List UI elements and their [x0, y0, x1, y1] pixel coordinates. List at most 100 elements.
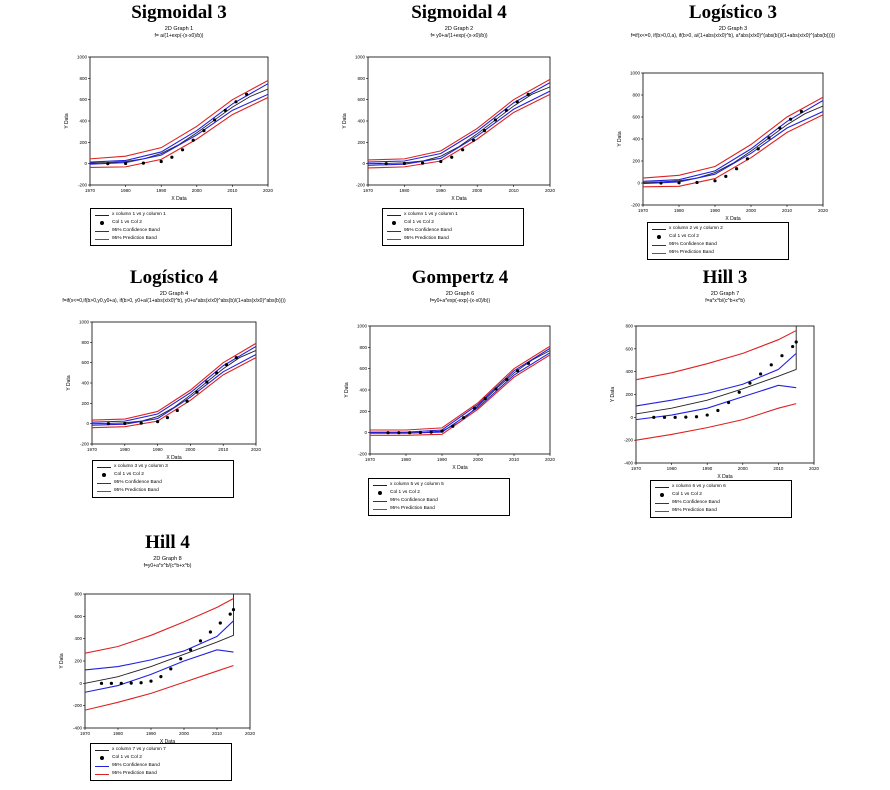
legend-symbol [655, 500, 669, 506]
legend-symbol [373, 498, 387, 504]
data-point [156, 420, 160, 424]
data-point [526, 92, 530, 96]
x-axis-label: X Data [171, 196, 187, 202]
y-tick-label: 0 [637, 181, 640, 186]
y-tick-label: -200 [80, 442, 90, 447]
data-point [482, 129, 487, 133]
data-point [778, 126, 782, 130]
y-axis-label: Y Data [344, 382, 350, 397]
data-point [202, 129, 206, 133]
data-point [195, 390, 199, 394]
legend-symbol [387, 228, 401, 234]
legend-symbol [97, 464, 111, 470]
legend-label: Col 1 vs Col 2 [112, 220, 142, 225]
legend-symbol [655, 484, 669, 490]
legend-symbol [373, 482, 387, 488]
data-point [397, 431, 401, 435]
y-tick-label: 1000 [77, 55, 88, 60]
legend-label: 95% Confidence Band [112, 228, 160, 233]
data-point [99, 681, 104, 685]
chart-plot-sigmoidal-4: 1970 1980 1990 2000 2010 2020 -200 0 200 400 600 80… [342, 55, 556, 203]
legend-label: 95% Prediction Band [404, 236, 449, 241]
data-point [662, 415, 667, 419]
x-tick-label: 1970 [363, 188, 374, 193]
legend-symbol [95, 747, 109, 753]
data-point [421, 161, 425, 165]
legend-label: x column 1 vs y column 1 [112, 212, 166, 217]
y-tick-label: 800 [357, 76, 365, 81]
y-tick-label: 1000 [630, 71, 641, 76]
legend-label: 95% Prediction Band [390, 506, 435, 511]
legend-item: 95% Confidence Band [97, 480, 162, 486]
legend-label: 95% Confidence Band [669, 242, 717, 247]
legend-label: Col 1 vs Col 2 [390, 490, 420, 495]
plot-frame [91, 321, 257, 445]
data-point [231, 608, 236, 612]
chart-title: Hill 4 [145, 532, 190, 553]
legend-item: 95% Confidence Band [95, 228, 160, 234]
chart-title: Gompertz 4 [411, 267, 509, 288]
x-tick-label: 1990 [156, 188, 167, 193]
chart-legend: x column 1 vs y column 1 Col 1 vs Col 2 95… [90, 208, 232, 246]
legend-label: x column 2 vs y column 2 [669, 226, 723, 231]
data-point [759, 372, 763, 376]
legend-symbol [655, 508, 669, 514]
legend-symbol [373, 506, 387, 512]
chart-graph-name: 2D Graph 7 [710, 291, 740, 297]
data-point [185, 399, 189, 403]
legend-item: 95% Prediction Band [652, 250, 714, 256]
legend-symbol [387, 236, 401, 242]
data-point [684, 415, 688, 419]
legend-symbol [652, 234, 666, 240]
data-point [745, 157, 749, 161]
x-tick-label: 1980 [399, 188, 410, 193]
y-tick-label: 600 [74, 614, 82, 619]
y-tick-label: 200 [632, 159, 640, 164]
legend-label: 95% Prediction Band [672, 508, 717, 513]
chart-title: Hill 3 [702, 267, 748, 288]
legend-item: 95% Prediction Band [97, 488, 159, 494]
chart-formula: f=y0+a*exp(-exp(-(x-x0)/b)) [429, 298, 491, 304]
x-tick-label: 1980 [401, 457, 412, 462]
series-line-fit [90, 88, 268, 164]
data-point [472, 406, 476, 410]
series-line-confidence [643, 100, 823, 182]
data-point [724, 174, 728, 178]
legend-item: x column 1 vs y column 1 [387, 212, 458, 218]
data-point [175, 408, 179, 413]
legend-symbol [97, 480, 111, 486]
y-tick-label: 1000 [355, 55, 366, 60]
series-line-prediction [85, 597, 234, 654]
legend-symbol [95, 228, 109, 234]
chart-formula: f=y0+a*x^b/(c^b+x^b) [143, 563, 192, 569]
series-line-fit [643, 105, 823, 183]
series-line-prediction [368, 93, 550, 169]
legend-label: x column 3 vs y column 3 [114, 464, 168, 469]
y-tick-label: -200 [631, 203, 641, 208]
data-point [493, 118, 497, 122]
data-point [208, 630, 212, 634]
data-point [735, 167, 739, 171]
y-tick-label: 600 [359, 366, 367, 371]
chart-formula: f=if(x<=0,if(b>0,y0,y0+a), if(b>0, y0+a/… [62, 298, 286, 304]
legend-label: Col 1 vs Col 2 [672, 492, 702, 497]
data-point [141, 161, 145, 165]
y-tick-label: 0 [362, 161, 365, 166]
data-point [439, 159, 443, 164]
x-tick-label: 2020 [809, 466, 820, 471]
y-axis-label: Y Data [342, 113, 348, 128]
y-tick-label: -200 [78, 183, 88, 188]
y-tick-label: -400 [73, 726, 83, 731]
legend-label: 95% Prediction Band [112, 771, 157, 776]
legend-label: 95% Prediction Band [112, 236, 157, 241]
data-point [205, 380, 209, 384]
y-tick-label: 400 [81, 381, 89, 386]
data-point [224, 363, 229, 367]
chart-graph-name: 2D Graph 8 [153, 556, 182, 562]
data-point [386, 431, 390, 435]
x-tick-label: 2020 [263, 188, 274, 193]
series-line-prediction [368, 78, 550, 161]
x-tick-label: 1980 [674, 208, 685, 213]
series-line-confidence [85, 620, 234, 671]
y-tick-label: 1000 [357, 324, 368, 329]
